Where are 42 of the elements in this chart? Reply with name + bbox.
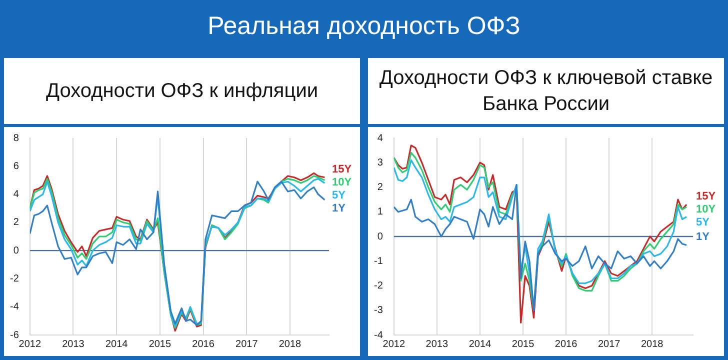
- series-label: 1Y: [696, 231, 710, 244]
- series-label: 5Y: [332, 189, 346, 202]
- y-tick-label: -2: [10, 273, 20, 284]
- y-tick-label: 0: [377, 231, 384, 242]
- text: Реальная доходность ОФЗ: [206, 11, 522, 42]
- y-tick-label: 4: [377, 132, 384, 144]
- y-tick-label: 1: [377, 206, 384, 218]
- y-tick-label: 4: [13, 189, 20, 200]
- series-label: 1Y: [332, 202, 346, 214]
- x-tick-label: 2014: [105, 338, 128, 350]
- y-tick-label: 3: [377, 157, 384, 168]
- series-label: 15Y: [332, 163, 352, 176]
- series-label: 15Y: [696, 190, 716, 203]
- x-tick-label: 2017: [598, 338, 621, 350]
- series-label: 10Y: [696, 204, 716, 216]
- x-tick-label: 2018: [640, 338, 664, 350]
- y-tick-label: -4: [10, 302, 20, 313]
- x-tick-label: 2018: [278, 338, 302, 350]
- x-tick-label: 2012: [18, 338, 42, 350]
- series-label: 5Y: [696, 216, 710, 229]
- y-tick-label: -6: [10, 330, 20, 341]
- y-tick-label: 0: [13, 245, 20, 256]
- x-tick-label: 2016: [554, 338, 578, 350]
- x-tick-label: 2015: [512, 338, 535, 350]
- chart-title: Доходности ОФЗ к ключевой ставке Банка России: [368, 58, 724, 127]
- y-tick-label: -1: [374, 256, 384, 267]
- x-tick-label: 2015: [148, 338, 172, 350]
- y-tick-label: 6: [13, 160, 20, 172]
- x-tick-label: 2016: [192, 338, 215, 350]
- x-tick-label: 2013: [426, 338, 448, 350]
- series-label: 10Y: [332, 176, 352, 188]
- y-tick-label: 2: [13, 217, 20, 228]
- y-tick-label: -3: [374, 305, 384, 316]
- x-tick-label: 2013: [62, 338, 85, 350]
- y-tick-label: -2: [374, 280, 384, 292]
- x-tick-label: 2017: [236, 338, 258, 350]
- x-tick-label: 2012: [382, 338, 406, 350]
- y-tick-label: -4: [374, 330, 384, 341]
- chart-title: Доходности ОФЗ к инфляции: [4, 58, 360, 127]
- y-tick-label: 8: [13, 132, 20, 144]
- x-tick-label: 2014: [468, 338, 492, 350]
- y-tick-label: 2: [377, 182, 384, 193]
